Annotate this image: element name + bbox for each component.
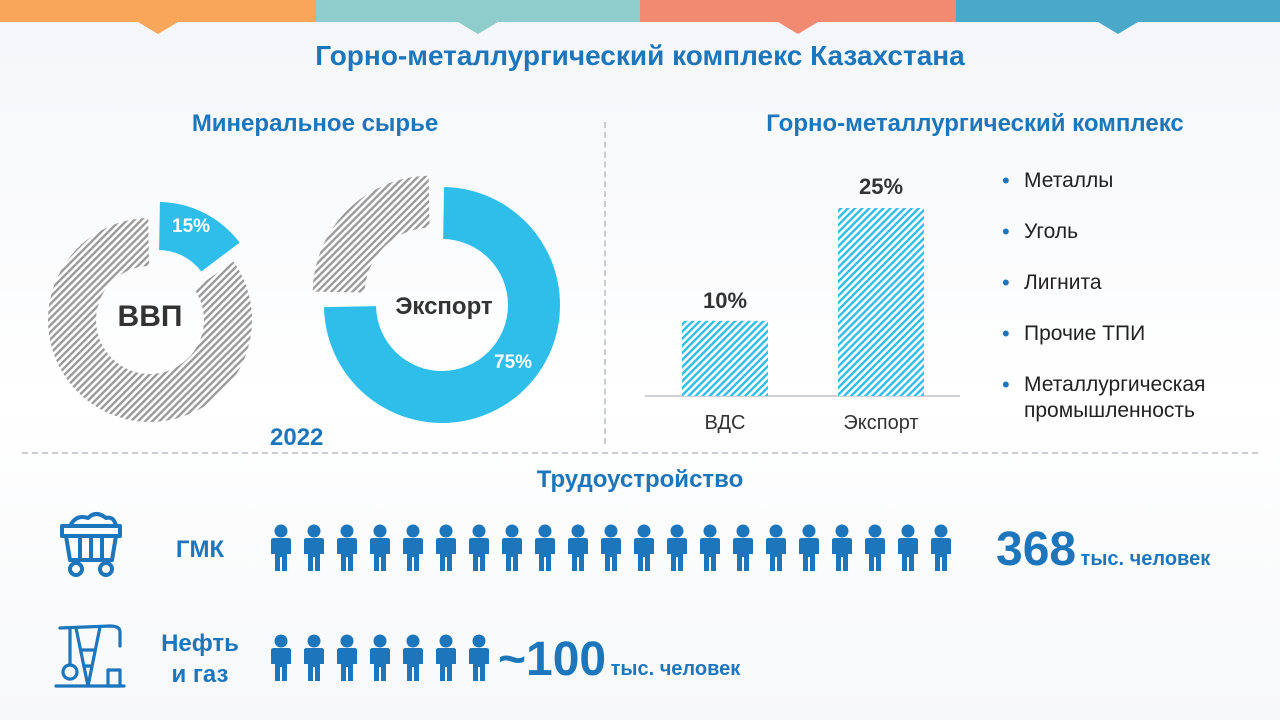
person-icon <box>733 524 753 571</box>
sector-label-gmk: ГМК <box>175 536 225 563</box>
top-bar-teal <box>316 0 640 22</box>
legend-item: Прочие ТПИ <box>1002 321 1272 347</box>
donut-charts <box>48 175 560 424</box>
donut-gdp-center-label: ВВП <box>117 300 183 333</box>
top-bar-blue <box>956 0 1280 22</box>
sector-label-oil-gas: Нефть и газ <box>161 630 239 688</box>
employment-value-gmk: 368 <box>996 523 1077 576</box>
page-title: Горно-металлургический комплекс Казахста… <box>315 40 965 71</box>
legend-item: Металлы <box>1002 168 1272 194</box>
horizontal-divider <box>22 452 1258 454</box>
legend-item: Уголь <box>1002 219 1272 245</box>
donut-export-slice-label: 75% <box>494 352 533 373</box>
employment-figure-gmk: 368 тыс. человек <box>996 522 1210 577</box>
person-icon <box>403 634 423 681</box>
people-row-gmk <box>268 524 954 572</box>
top-bar-arrow <box>778 22 818 34</box>
donut-gdp <box>48 201 252 422</box>
top-bar-coral <box>640 0 956 22</box>
person-icon <box>469 524 489 571</box>
person-icon <box>634 524 654 571</box>
donut-export-slice-1 <box>312 175 430 293</box>
employment-unit-oil-gas: тыс. человек <box>610 658 741 680</box>
legend-item: Металлургическая промышленность <box>1002 372 1272 424</box>
person-icon <box>700 524 720 571</box>
top-bar-arrow <box>1098 22 1138 34</box>
oil-pump-icon <box>54 624 126 688</box>
bar-value-label-export: 25% <box>858 174 904 199</box>
mine-cart-icon <box>60 512 122 577</box>
person-icon <box>436 524 456 571</box>
person-icon <box>799 524 819 571</box>
bar-value-label-vds: 10% <box>702 288 748 313</box>
gmk-subtitle: Горно-металлургический комплекс <box>766 110 1184 137</box>
bar-1 <box>838 208 924 396</box>
person-icon <box>271 634 291 681</box>
person-icon <box>898 524 918 571</box>
employment-title: Трудоустройство <box>536 466 744 493</box>
people-row-oil-gas <box>268 634 492 682</box>
employment-figure-oil-gas: ~100 тыс. человек <box>498 632 740 687</box>
bar-category-vds: ВДС <box>704 412 746 434</box>
person-icon <box>337 634 357 681</box>
gmk-bar-chart <box>645 208 960 397</box>
person-icon <box>502 524 522 571</box>
person-icon <box>601 524 621 571</box>
person-icon <box>271 524 291 571</box>
person-icon <box>832 524 852 571</box>
top-bar-arrow <box>138 22 178 34</box>
person-icon <box>865 524 885 571</box>
donut-gdp-slice-0 <box>159 201 240 272</box>
person-icon <box>304 634 324 681</box>
bar-0 <box>682 320 768 396</box>
person-icon <box>667 524 687 571</box>
gmk-legend-list: Металлы Уголь Лигнита Прочие ТПИ Металлу… <box>1002 168 1272 449</box>
employment-value-oil-gas: ~100 <box>498 633 607 686</box>
employment-unit-gmk: тыс. человек <box>1080 548 1211 570</box>
person-icon <box>535 524 555 571</box>
person-icon <box>931 524 951 571</box>
person-icon <box>337 524 357 571</box>
legend-item: Лигнита <box>1002 270 1272 296</box>
person-icon <box>766 524 786 571</box>
donut-export-slice-0 <box>324 187 560 424</box>
donut-export <box>312 175 560 424</box>
person-icon <box>304 524 324 571</box>
person-icon <box>436 634 456 681</box>
person-icon <box>403 524 423 571</box>
person-icon <box>568 524 588 571</box>
year-label: 2022 <box>270 424 324 451</box>
top-bar-arrow <box>458 22 498 34</box>
donut-gdp-slice-1 <box>48 218 252 422</box>
person-icon <box>370 524 390 571</box>
top-bar-orange <box>0 0 316 22</box>
donut-export-center-label: Экспорт <box>395 293 493 320</box>
mineral-subtitle: Минеральное сырье <box>191 110 439 137</box>
vertical-divider <box>604 122 606 444</box>
donut-gdp-slice-label: 15% <box>172 216 211 237</box>
person-icon <box>469 634 489 681</box>
person-icon <box>370 634 390 681</box>
bar-category-export: Экспорт <box>843 412 919 434</box>
